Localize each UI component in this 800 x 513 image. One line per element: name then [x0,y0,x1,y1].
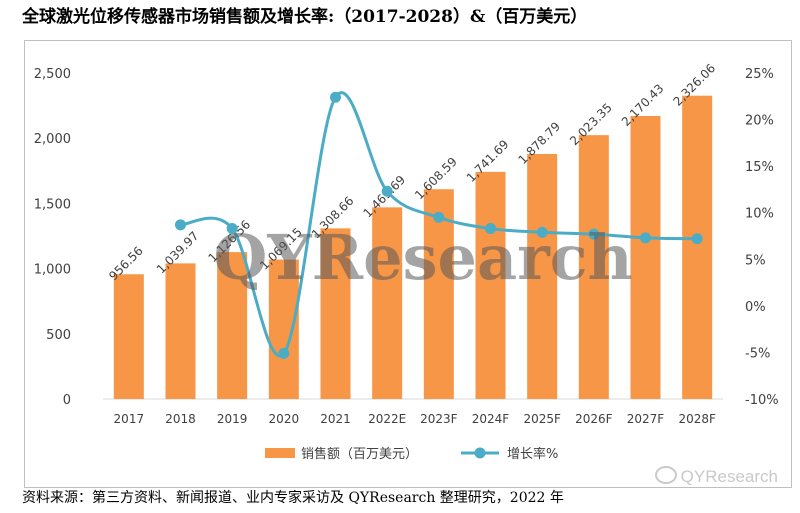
x-tick-label: 2022E [368,412,406,426]
x-tick-label: 2017 [114,412,145,426]
y-right-tick-label: -5% [745,346,770,361]
growth-rate-point [485,223,496,235]
y-right-tick-label: 25% [745,67,774,82]
y-right-tick-label: 20% [745,114,774,129]
y-left-tick-label: 2,500 [34,67,71,82]
growth-rate-point [330,91,341,103]
bar-2021 [320,228,351,399]
bar-2025F [527,154,558,399]
y-right-tick-label: 10% [745,207,774,222]
x-tick-label: 2019 [217,412,248,426]
growth-rate-point [691,233,703,245]
legend-line-label: 增长率% [507,446,558,462]
y-right-tick-label: -10% [745,393,779,408]
combo-chart: 0 500 1,000 1,500 2,000 2,500 -10% -5% 0% 5% 10% 15… [34,61,779,462]
bar-2024F [475,171,506,399]
y-left-tick-label: 1,000 [34,263,71,278]
bar-2018 [165,263,196,399]
growth-rate-point [175,219,186,231]
legend-bar-label: 销售额（百万美元） [301,446,418,462]
x-tick-label: 2024F [472,412,510,426]
watermark-secondary: QYResearch [654,466,778,487]
x-tick-label: 2023F [420,412,458,426]
y-left-tick-label: 500 [46,328,71,343]
bar-2026F [578,135,609,399]
x-tick-label: 2028F [678,412,716,426]
growth-rate-point [536,226,548,238]
growth-rate-point [588,228,600,240]
y-right-tick-label: 5% [745,253,766,268]
growth-rate-point [381,185,393,197]
x-tick-label: 2025F [523,412,561,426]
bar-2023F [423,189,454,399]
wechat-icon [654,466,677,484]
bar-2022E [372,207,403,399]
watermark-secondary-text: QYResearch [680,467,778,486]
x-tick-label: 2026F [575,412,613,426]
x-tick-label: 2018 [165,412,196,426]
growth-rate-point [226,223,238,235]
x-tick-label: 2021 [320,412,351,426]
bar-2019 [217,252,248,399]
source-note: 资料来源：第三方资料、新闻报道、业内专家采访及 QYResearch 整理研究，… [22,490,564,506]
y-right-tick-label: 0% [745,300,766,315]
legend-line-marker [474,447,486,459]
y-left-tick-label: 0 [63,393,71,408]
legend-bar-swatch [265,448,295,458]
x-tick-label: 2027F [627,412,665,426]
growth-rate-point [640,232,651,244]
watermark-text: QYResearch [213,221,632,294]
bar-2027F [630,115,661,400]
y-left-tick-label: 1,500 [34,197,71,212]
growth-rate-point [278,347,290,359]
growth-rate-point [433,211,445,223]
chart-area: 0 500 1,000 1,500 2,000 2,500 -10% -5% 0% 5% 10% 15… [24,40,792,488]
y-right-tick-label: 15% [745,160,774,175]
y-left-tick-label: 2,000 [34,132,71,147]
bar-2020 [268,259,299,399]
x-tick-label: 2020 [269,412,300,426]
bar-2017 [113,274,144,399]
chart-title: 全球激光位移传感器市场销售额及增长率:（2017-2028）&（百万美元） [22,7,588,27]
bar-2028F [682,95,713,400]
